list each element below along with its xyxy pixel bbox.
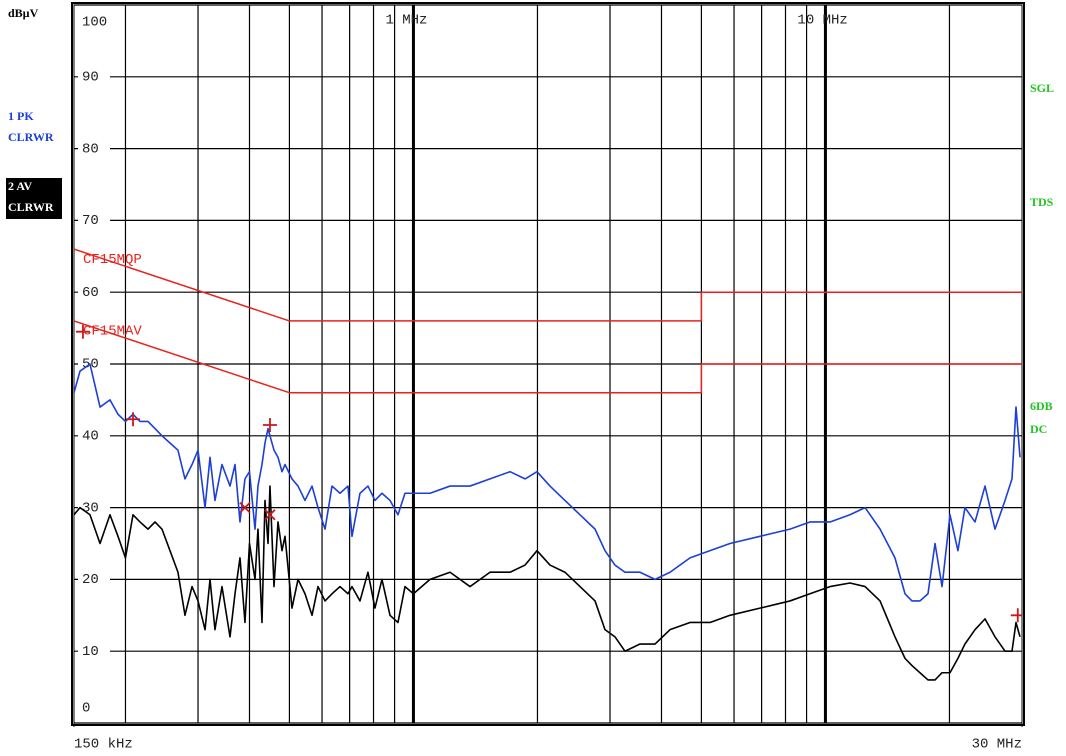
x-tick-label: 150 kHz	[74, 737, 133, 753]
x-tick-label: 1 MHz	[385, 13, 427, 29]
status-indicator: 6DB	[1030, 399, 1053, 413]
trace-label-bg	[6, 178, 62, 219]
y-tick-label-bg	[78, 643, 110, 660]
y-tick-label-bg	[78, 68, 110, 85]
limit-line	[74, 248, 1022, 322]
marker	[75, 324, 90, 339]
y-tick-label: 90	[82, 70, 99, 86]
y-tick-label: 20	[82, 572, 99, 588]
y-tick-label: 60	[82, 285, 99, 301]
marker	[239, 501, 251, 514]
y-tick-label-bg	[78, 212, 110, 229]
y-tick-label-bg	[78, 356, 110, 372]
limit-line	[74, 320, 1022, 394]
status-indicator: DC	[1030, 422, 1047, 436]
trace	[74, 485, 1021, 681]
y-tick-label: 40	[82, 429, 99, 445]
limit-line-label: CF15MAV	[83, 324, 142, 340]
y-tick-label: 80	[82, 141, 99, 157]
y-tick-label-bg	[78, 140, 110, 157]
trace-mode: CLRWR	[8, 200, 54, 214]
y-unit-label: dBµV	[8, 6, 39, 20]
marker	[126, 412, 141, 427]
y-tick-label-bg	[78, 700, 110, 716]
trace-label: 1 PK	[8, 109, 34, 123]
y-tick-label: 0	[82, 701, 90, 717]
x-tick-label: 30 MHz	[972, 737, 1022, 753]
trace	[74, 363, 1021, 602]
trace-mode: CLRWR	[8, 130, 54, 144]
y-tick-label-bg	[78, 571, 110, 588]
y-tick-label-bg	[78, 14, 110, 30]
plot-frame	[71, 2, 1025, 726]
y-tick-label: 10	[82, 644, 99, 660]
status-indicator: SGL	[1030, 81, 1054, 95]
marker	[1010, 608, 1022, 623]
y-tick-label: 30	[82, 500, 99, 516]
y-tick-label: 70	[82, 213, 99, 229]
y-tick-label-bg	[78, 284, 110, 301]
y-tick-label-bg	[78, 427, 110, 444]
marker	[262, 418, 277, 433]
plot-area	[74, 248, 1022, 681]
status-indicator: TDS	[1030, 195, 1054, 209]
trace-label: 2 AV	[8, 179, 32, 193]
limit-line-label: CF15MQP	[83, 252, 142, 268]
marker	[264, 509, 276, 521]
y-tick-label: 100	[82, 15, 107, 31]
x-tick-label: 10 MHz	[797, 13, 847, 29]
